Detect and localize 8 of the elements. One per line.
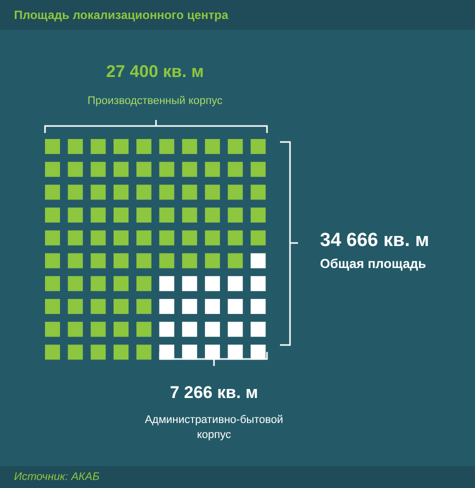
- text: 34 666 кв. м: [320, 230, 430, 251]
- data-label: 27 400 кв. м: [106, 62, 204, 81]
- text: Площадь локализационного центра: [14, 8, 229, 22]
- text: Источник: АКАБ: [14, 471, 100, 483]
- category-label: Производственный корпус: [88, 95, 223, 107]
- data-label: 7 266 кв. м: [170, 383, 258, 402]
- category-label: Административно-бытовой корпус: [144, 414, 284, 441]
- text: Общая площадь: [320, 256, 426, 271]
